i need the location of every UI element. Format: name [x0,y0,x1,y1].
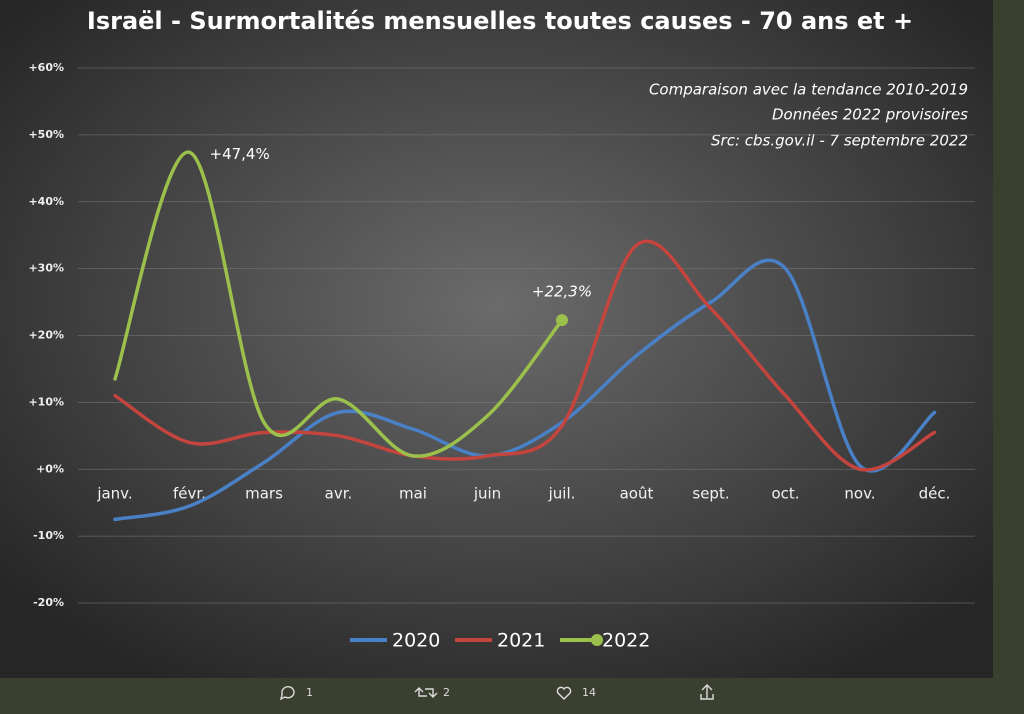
x-tick-label: avr. [325,485,353,503]
y-tick-label: -20% [33,596,64,609]
x-tick-label: sept. [692,485,729,503]
x-tick-label: août [620,485,654,503]
data-label: +22,3% [532,283,592,301]
series-line [113,239,937,472]
y-tick-label: +10% [28,395,64,408]
x-tick-label: janv. [96,485,132,503]
retweet-icon[interactable] [414,687,438,698]
x-tick-label: mai [399,485,427,503]
data-label: +47,4% [210,145,270,163]
like-count[interactable]: 14 [582,686,596,699]
action-bar: 1 2 14 [279,684,714,701]
series-line [113,258,937,522]
legend-marker [591,634,603,646]
y-tick-label: +50% [28,128,64,141]
x-tick-label: déc. [919,485,951,503]
note: Comparaison avec la tendance 2010-2019 [649,81,968,99]
y-tick-label: +30% [28,262,64,275]
note: Données 2022 provisoires [772,106,968,124]
note: Src: cbs.gov.il - 7 septembre 2022 [711,132,968,150]
reply-count[interactable]: 1 [306,686,313,699]
y-tick-label: +40% [28,195,64,208]
x-tick-label: mars [245,485,283,503]
y-tick-label: -10% [33,529,64,542]
legend-label: 2020 [392,630,440,652]
retweet-count[interactable]: 2 [443,686,450,699]
reply-icon[interactable] [279,686,295,701]
share-icon[interactable] [700,684,714,700]
legend-label: 2022 [602,630,650,652]
chart-title: Israël - Surmortalités mensuelles toutes… [87,7,913,35]
x-tick-label: juil. [548,485,576,503]
y-tick-label: +0% [36,462,64,475]
y-tick-label: +60% [28,61,64,74]
x-tick-label: oct. [771,485,799,503]
y-tick-label: +20% [28,329,64,342]
like-icon[interactable] [556,686,572,700]
x-tick-label: févr. [173,485,206,503]
legend-label: 2021 [497,630,545,652]
end-marker [556,314,568,327]
x-tick-label: juin [473,485,501,503]
chart-background [0,0,993,678]
x-tick-label: nov. [844,485,875,503]
series-line [113,150,564,458]
